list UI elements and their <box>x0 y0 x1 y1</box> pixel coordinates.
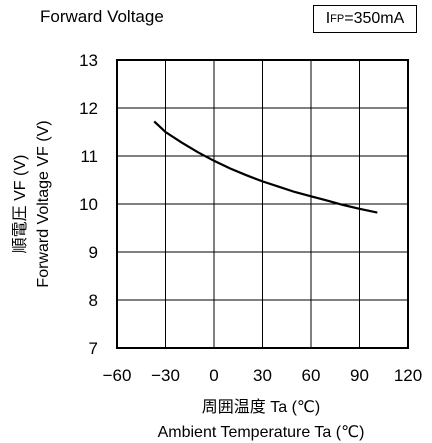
x-tick-label: −60 <box>103 366 132 385</box>
x-axis-label-jp: 周囲温度 Ta (℃) <box>202 398 320 416</box>
x-tick-label: 90 <box>350 366 369 385</box>
y-tick-label: 12 <box>79 99 98 118</box>
x-tick-label: −30 <box>151 366 180 385</box>
y-axis-label-jp: 順電圧 VF (V) <box>11 155 29 254</box>
y-tick-labels: 7 8 9 10 11 12 13 <box>79 51 98 358</box>
condition-prefix: I <box>325 10 331 27</box>
series-line <box>153 120 378 214</box>
plot-frame <box>116 59 409 349</box>
x-axis-label: Ambient Temperature Ta (℃) <box>158 424 365 441</box>
x-tick-label: 30 <box>253 366 272 385</box>
condition-box: I FP =350mA <box>313 5 417 33</box>
chart-title: Forward Voltage <box>40 7 164 26</box>
y-tick-label: 11 <box>80 147 98 166</box>
x-tick-label: 0 <box>209 366 218 385</box>
x-tick-label: 60 <box>302 366 321 385</box>
condition-subscript: FP <box>330 13 345 25</box>
y-axis-label: Forward Voltage VF (V) <box>35 120 52 287</box>
condition-value: =350mA <box>344 10 405 27</box>
x-tick-label: 120 <box>394 366 422 385</box>
grid-lines <box>117 60 408 348</box>
y-tick-label: 9 <box>89 243 98 262</box>
y-tick-label: 7 <box>89 339 98 358</box>
x-tick-labels: −60 −30 0 30 60 90 120 <box>103 366 423 385</box>
y-tick-label: 13 <box>79 51 98 70</box>
y-tick-label: 8 <box>89 291 98 310</box>
y-tick-label: 10 <box>79 195 98 214</box>
